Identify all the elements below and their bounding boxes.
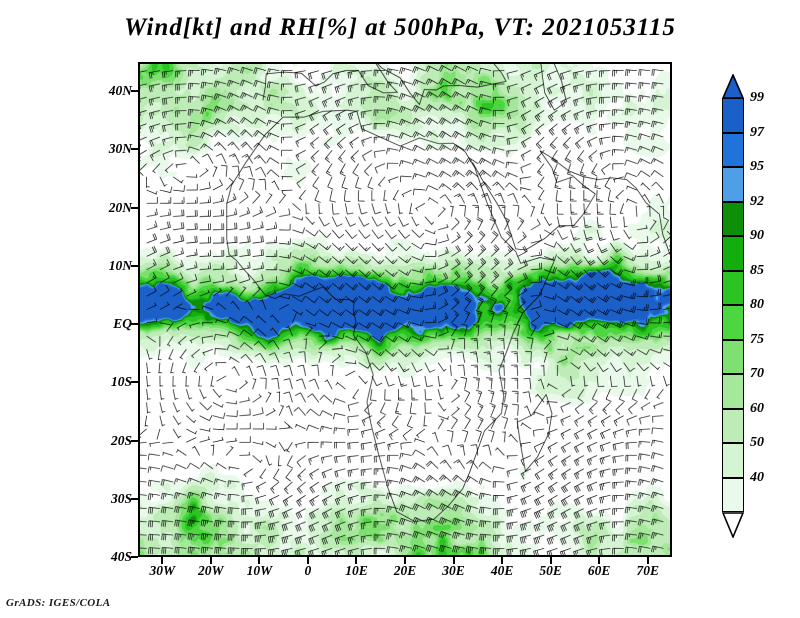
y-tick-label: 10S [110,374,132,390]
y-tick-mark [131,556,138,558]
y-tick-label: EQ [113,316,132,332]
colorbar-tick-label: 92 [750,193,764,209]
x-tick-label: 10E [345,563,368,578]
colorbar-band [722,236,744,271]
colorbar-extend-low-arrow [721,512,745,540]
colorbar-band [722,98,744,133]
y-tick-mark [131,90,138,93]
y-tick-label: 10N [108,257,132,273]
footer-credit: GrADS: IGES/COLA [6,597,111,609]
y-tick-label: 40N [108,83,132,99]
y-tick-label: 40S [110,549,132,564]
x-tick-mark [452,557,455,564]
colorbar-tick-label: 97 [750,124,764,140]
colorbar-band [722,201,744,236]
colorbar: 40 50 60 70 75 80 85 90 92 95 97 99 [721,72,764,540]
colorbar-tick-label: 80 [750,297,764,312]
x-tick-mark [646,557,649,564]
y-tick-label: 20S [110,432,132,448]
y-tick-mark [131,264,138,267]
colorbar-band [722,443,744,478]
colorbar-band [722,167,744,202]
x-tick-label: 60E [587,563,611,578]
x-tick-mark [258,557,261,564]
colorbar-band [722,305,744,340]
y-tick-mark [131,497,138,500]
x-tick-label: 30E [442,563,465,578]
page-title: Wind[kt] and RH[%] at 500hPa, VT: 202105… [124,14,676,41]
x-tick-mark [161,557,164,564]
y-tick-mark [131,206,138,209]
colorbar-tick-label: 99 [750,90,764,105]
x-tick-mark [549,557,552,564]
y-tick-mark [131,439,138,442]
x-tick-label: 10W [246,563,273,578]
colorbar-tick-label: 75 [750,331,764,347]
x-tick-label: 0 [304,563,312,578]
colorbar-tick-label: 85 [750,262,764,278]
colorbar-band [722,132,744,167]
colorbar-tick-label: 90 [750,228,764,243]
x-tick-label: 70E [636,563,659,578]
colorbar-band [722,477,744,512]
colorbar-tick-label: 40 [750,469,764,485]
x-tick-label: 20E [393,563,417,578]
y-tick-mark [131,323,138,326]
x-tick-mark [306,557,309,564]
colorbar-tick-label: 50 [750,435,764,450]
y-tick-label: 30N [108,141,132,157]
colorbar-tick-label: 60 [750,400,764,416]
map-plot-area [138,62,672,557]
x-tick-label: 40E [490,563,514,578]
x-tick-mark [501,557,504,564]
colorbar-tick-label: 95 [750,159,764,174]
colorbar-band [722,270,744,305]
y-tick-label: 20N [108,199,132,215]
x-tick-mark [209,557,212,564]
x-tick-mark [404,557,406,564]
x-tick-label: 50E [539,563,562,578]
x-tick-mark [598,557,601,564]
x-tick-label: 30W [149,563,176,578]
colorbar-band [722,374,744,409]
x-tick-mark [355,557,358,564]
colorbar-band [722,339,744,374]
colorbar-extend-high-arrow [721,72,745,100]
y-tick-mark [131,381,138,384]
y-tick-label: 30S [110,490,132,506]
y-tick-mark [131,148,138,151]
colorbar-band [722,408,744,443]
x-tick-label: 20W [198,563,224,578]
colorbar-tick-label: 70 [750,366,764,381]
rh-wind-map-canvas [140,64,670,555]
